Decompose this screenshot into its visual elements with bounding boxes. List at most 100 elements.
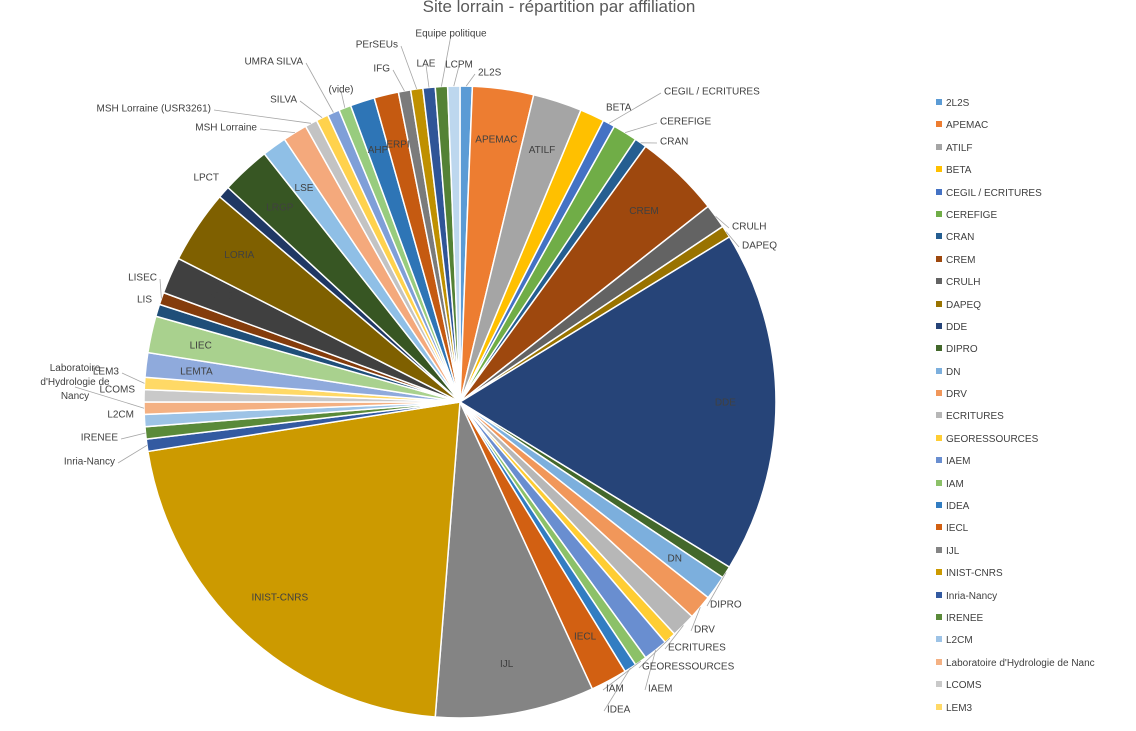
slice-label-inist-cnrs: INIST-CNRS xyxy=(251,592,308,603)
legend-item-ijl: IJL xyxy=(936,544,1095,566)
slice-label-lrgp: LRGP xyxy=(266,203,294,214)
legend-swatch xyxy=(936,278,942,285)
leader-line-laboratoire-d-hydrologie-de-nancy xyxy=(74,386,145,409)
legend-swatch xyxy=(936,233,942,240)
legend-item-crulh: CRULH xyxy=(936,275,1095,297)
legend-swatch xyxy=(936,457,942,464)
leader-line-iam xyxy=(602,660,641,691)
slice-label-ifg: IFG xyxy=(373,64,390,75)
slice-label-cran: CRAN xyxy=(660,137,688,148)
legend-swatch xyxy=(936,703,942,710)
slice-label-2l2s: 2L2S xyxy=(478,68,502,79)
legend-swatch xyxy=(936,99,942,105)
slice-label-lpct: LPCT xyxy=(193,173,219,184)
leader-line-lem3 xyxy=(121,372,145,384)
leader-line-lae xyxy=(425,64,430,88)
slice-label-lem3: LEM3 xyxy=(93,367,120,378)
legend-label: ECRITURES xyxy=(946,411,1004,423)
slice-label-apemac: APEMAC xyxy=(475,135,517,146)
slice-label-irenee: IRENEE xyxy=(81,433,119,444)
legend: 2L2S APEMAC ATILF BETA CEGIL / ECRITURES CERE… xyxy=(936,96,1095,723)
legend-item-beta: BETA xyxy=(936,163,1095,185)
legend-item-crem: CREM xyxy=(936,253,1095,275)
legend-swatch xyxy=(936,367,942,374)
legend-label: 2L2S xyxy=(946,98,970,109)
legend-label: IAEM xyxy=(946,456,971,468)
legend-item-dipro: DIPRO xyxy=(936,342,1095,364)
slice-label-cegil-ecritures: CEGIL / ECRITURES xyxy=(664,87,760,98)
pie-slice-ijl xyxy=(434,399,594,719)
legend-swatch xyxy=(936,591,942,598)
leader-line-inria-nancy xyxy=(117,444,148,464)
leader-line-silva xyxy=(299,100,323,119)
leader-line-ecritures xyxy=(664,625,684,650)
legend-item-irenee: IRENEE xyxy=(936,611,1095,633)
slice-label-lcoms: LCOMS xyxy=(99,385,135,396)
legend-swatch xyxy=(936,613,942,620)
legend-label: DN xyxy=(946,366,961,378)
legend-label: IAM xyxy=(946,478,964,490)
legend-label: IDEA xyxy=(946,501,970,513)
leader-line-iaem xyxy=(644,650,656,691)
legend-swatch xyxy=(936,636,942,643)
legend-swatch xyxy=(936,255,942,262)
legend-swatch xyxy=(936,121,942,128)
slice-label-crem: CREM xyxy=(629,206,658,217)
legend-item-georessources: GEORESSOURCES xyxy=(936,432,1095,454)
pie-chart: 2L2S APEMAC ATILF BETA CEGIL / ECRITURES CERE… xyxy=(40,29,777,719)
slice-label-l2cm: L2CM xyxy=(107,410,134,421)
slice-label-liec: LIEC xyxy=(190,341,212,352)
legend-item-dapeq: DAPEQ xyxy=(936,298,1095,320)
leader-line-cegil-ecritures xyxy=(608,92,662,124)
legend-swatch xyxy=(936,345,942,352)
leader-line-crulh xyxy=(715,215,730,229)
leader-line-cerefige xyxy=(624,122,658,133)
legend-label: Laboratoire d'Hydrologie de Nanc xyxy=(946,657,1095,669)
legend-swatch xyxy=(936,210,942,217)
legend-swatch xyxy=(936,412,942,419)
slice-label-drv: DRV xyxy=(694,625,715,636)
leader-line-equipe-politique xyxy=(441,34,452,87)
legend-item-iecl: IECL xyxy=(936,521,1095,543)
legend-swatch xyxy=(936,300,942,307)
legend-swatch xyxy=(936,524,942,531)
slice-label-iam: IAM xyxy=(606,684,624,695)
slice-label-msh-lorraine-usr3261: MSH Lorraine (USR3261) xyxy=(97,104,212,115)
legend-swatch xyxy=(936,658,942,665)
legend-item-laboratoire-d-hydrologie-de-nancy: Laboratoire d'Hydrologie de Nanc xyxy=(936,656,1095,678)
legend-item-cerefige: CEREFIGE xyxy=(936,208,1095,230)
slice-label-dn: DN xyxy=(667,554,681,565)
legend-label: CREM xyxy=(946,254,976,266)
legend-item-iaem: IAEM xyxy=(936,454,1095,476)
legend-item-cegil-ecritures: CEGIL / ECRITURES xyxy=(936,186,1095,208)
slice-label-lae: LAE xyxy=(417,59,436,70)
legend-item-dde: DDE xyxy=(936,320,1095,342)
legend-label: CEGIL / ECRITURES xyxy=(946,187,1042,199)
slice-label-ahp: AHP xyxy=(368,145,389,156)
legend-swatch xyxy=(936,479,942,486)
legend-swatch xyxy=(936,322,942,329)
legend-label: Inria-Nancy xyxy=(946,590,998,602)
pie-slice-inist-cnrs xyxy=(147,401,461,718)
slice-label-crulh: CRULH xyxy=(732,222,766,233)
legend-swatch xyxy=(936,502,942,509)
legend-label: APEMAC xyxy=(946,120,989,132)
legend-label: GEORESSOURCES xyxy=(946,433,1039,445)
slice-label-iecl: IECL xyxy=(574,632,597,643)
legend-swatch xyxy=(936,569,942,576)
legend-swatch xyxy=(936,681,942,688)
slice-label-lcpm: LCPM xyxy=(445,60,473,71)
slice-label-perseus: PErSEUs xyxy=(356,40,398,51)
leader-line-idea xyxy=(603,667,631,712)
slice-label-ijl: IJL xyxy=(500,659,514,670)
legend-label: DAPEQ xyxy=(946,299,982,311)
slice-label-georessources: GEORESSOURCES xyxy=(642,662,735,673)
legend-item-lem3: LEM3 xyxy=(936,701,1095,723)
slice-label-equipe-politique: Equipe politique xyxy=(415,29,487,40)
leader-line-dapeq xyxy=(725,231,740,248)
slice-label-vide: (vide) xyxy=(328,85,353,96)
slice-label-cerefige: CEREFIGE xyxy=(660,117,711,128)
slice-label-dapeq: DAPEQ xyxy=(742,241,777,252)
legend-swatch xyxy=(936,143,942,150)
legend-item-atilf: ATILF xyxy=(936,141,1095,163)
